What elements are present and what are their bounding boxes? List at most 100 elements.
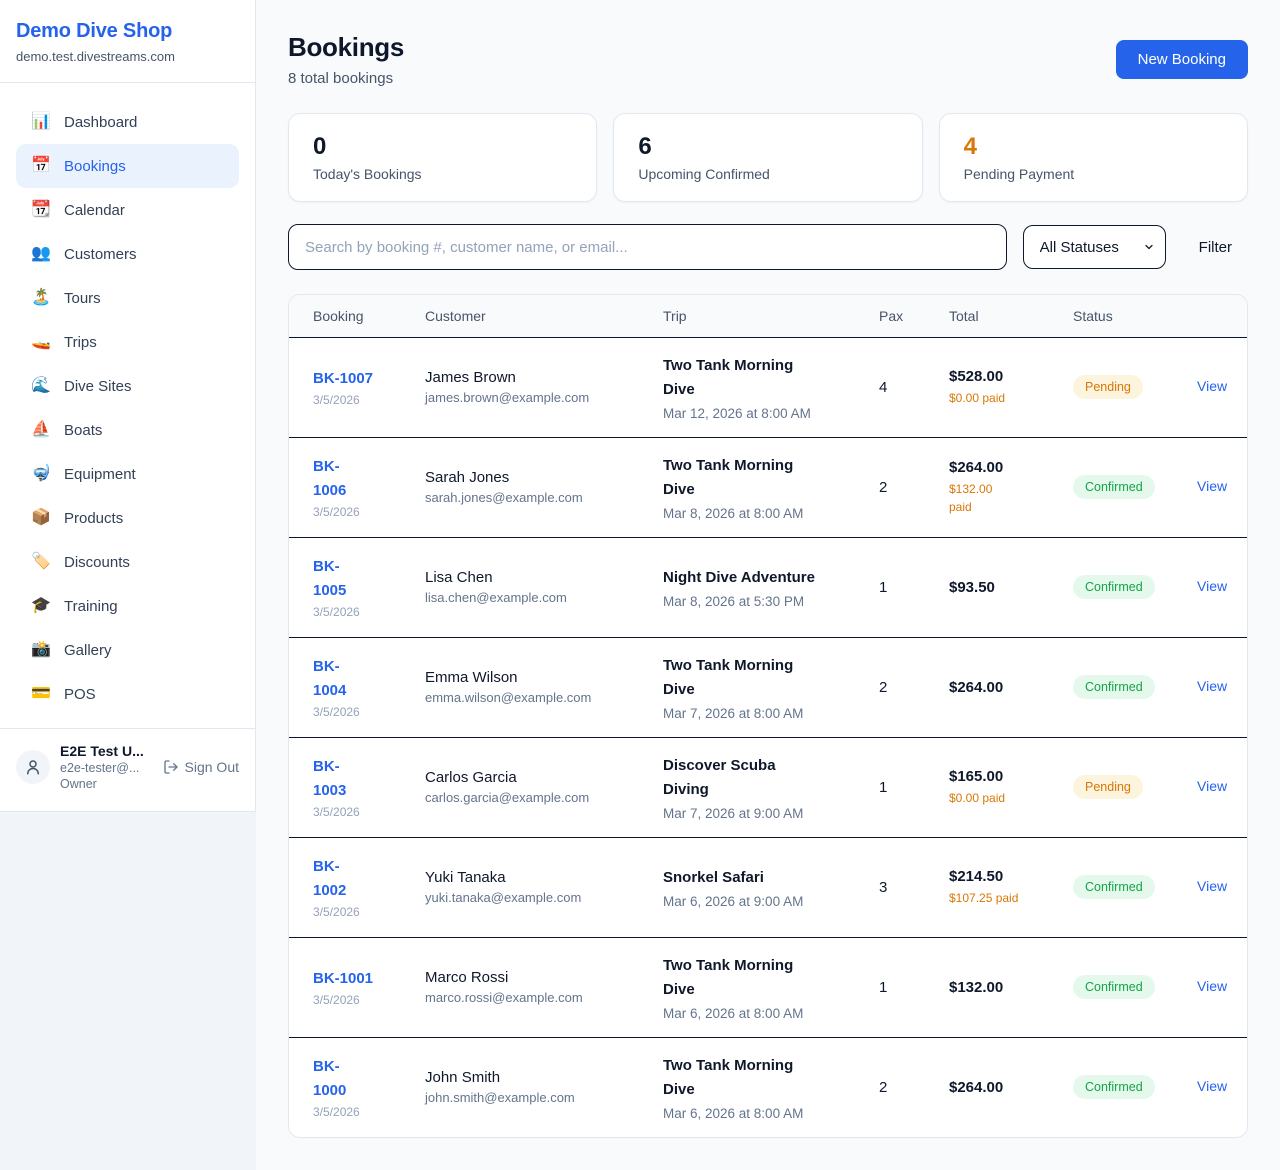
new-booking-button[interactable]: New Booking xyxy=(1115,40,1248,79)
view-link[interactable]: View xyxy=(1197,778,1228,794)
nav-icon: 📆 xyxy=(31,201,51,218)
search-input[interactable] xyxy=(288,224,1007,270)
sidebar-item-products[interactable]: 📦 Products xyxy=(16,496,239,540)
nav-icon: 🌊 xyxy=(31,377,51,394)
paid-amount: $0.00 paid xyxy=(949,390,1006,405)
sidebar-item-label: Boats xyxy=(64,421,103,439)
booking-number-link[interactable]: BK- 1000 xyxy=(313,1058,347,1100)
pax-count: 4 xyxy=(879,378,888,396)
page-title: Bookings xyxy=(288,32,405,62)
trip-name: Two Tank Morning Dive xyxy=(663,956,794,998)
table-row: BK- 1004 3/5/2026 Emma Wilson emma.wilso… xyxy=(289,637,1247,738)
view-link[interactable]: View xyxy=(1197,1078,1228,1095)
pax-count: 1 xyxy=(879,578,888,596)
sidebar-item-label: POS xyxy=(64,685,96,703)
booking-number-link[interactable]: BK- 1004 xyxy=(313,658,347,699)
sidebar-item-gallery[interactable]: 📸 Gallery xyxy=(16,628,239,672)
col-status: Status xyxy=(1073,295,1197,338)
trip-datetime: Mar 12, 2026 at 8:00 AM xyxy=(663,405,811,421)
col-booking: Booking xyxy=(289,295,425,338)
pax-count: 1 xyxy=(879,778,888,796)
view-link[interactable]: View xyxy=(1197,878,1228,894)
sidebar-item-label: Dashboard xyxy=(64,113,138,131)
trip-name: Two Tank Morning Dive xyxy=(663,356,794,398)
booking-number-link[interactable]: BK- 1003 xyxy=(313,758,347,799)
stat-card: 6 Upcoming Confirmed xyxy=(613,113,923,202)
status-badge: Confirmed xyxy=(1073,1075,1155,1100)
nav-icon: 📸 xyxy=(31,641,51,658)
customer-name: Emma Wilson xyxy=(425,669,518,686)
filter-button[interactable]: Filter xyxy=(1183,239,1248,256)
view-link[interactable]: View xyxy=(1197,678,1228,694)
sidebar-item-equipment[interactable]: 🤿 Equipment xyxy=(16,452,239,496)
sidebar-item-dashboard[interactable]: 📊 Dashboard xyxy=(16,100,239,144)
stat-value: 0 xyxy=(313,133,327,160)
sidebar-item-label: Calendar xyxy=(64,201,125,219)
sidebar-item-label: Gallery xyxy=(64,641,112,659)
sidebar-user-section: E2E Test U... e2e-tester@... Owner Sign … xyxy=(0,728,255,811)
booking-number-link[interactable]: BK- 1006 xyxy=(313,458,347,499)
view-link[interactable]: View xyxy=(1197,378,1228,394)
nav-icon: 📦 xyxy=(31,509,51,526)
user-role: Owner xyxy=(60,777,97,791)
status-badge: Pending xyxy=(1073,775,1143,799)
col-total: Total xyxy=(949,295,1073,338)
paid-amount: $0.00 paid xyxy=(949,790,1006,805)
booking-number-link[interactable]: BK-1001 xyxy=(313,970,374,987)
nav-icon: 👥 xyxy=(31,245,51,262)
booking-date: 3/5/2026 xyxy=(313,993,360,1007)
sidebar-item-dive-sites[interactable]: 🌊 Dive Sites xyxy=(16,364,239,408)
trip-name: Night Dive Adventure xyxy=(663,568,815,586)
sidebar-item-discounts[interactable]: 🏷️ Discounts xyxy=(16,540,239,584)
sidebar-item-trips[interactable]: 🚤 Trips xyxy=(16,320,239,364)
table-row: BK-1001 3/5/2026 Marco Rossi marco.rossi… xyxy=(289,937,1247,1038)
view-link[interactable]: View xyxy=(1197,578,1228,594)
col-trip: Trip xyxy=(663,295,879,338)
nav-icon: ⛵ xyxy=(31,421,51,438)
sign-out-button[interactable]: Sign Out xyxy=(163,759,239,775)
paid-amount: $132.00 paid xyxy=(949,481,993,514)
brand-title[interactable]: Demo Dive Shop xyxy=(16,20,173,42)
sidebar-item-calendar[interactable]: 📆 Calendar xyxy=(16,188,239,232)
sidebar-item-customers[interactable]: 👥 Customers xyxy=(16,232,239,276)
nav-icon: 🏝️ xyxy=(31,289,51,306)
trip-name: Discover Scuba Diving xyxy=(663,756,776,798)
avatar xyxy=(16,750,50,784)
customer-email: john.smith@example.com xyxy=(425,1090,575,1106)
user-name: E2E Test U... xyxy=(60,743,144,759)
booking-number-link[interactable]: BK- 1005 xyxy=(313,558,347,599)
sidebar-item-boats[interactable]: ⛵ Boats xyxy=(16,408,239,452)
sidebar-item-training[interactable]: 🎓 Training xyxy=(16,584,239,628)
table-row: BK- 1003 3/5/2026 Carlos Garcia carlos.g… xyxy=(289,737,1247,838)
stat-card: 0 Today's Bookings xyxy=(288,113,598,202)
sidebar-item-pos[interactable]: 💳 POS xyxy=(16,672,239,716)
view-link[interactable]: View xyxy=(1197,478,1228,494)
pax-count: 3 xyxy=(879,878,888,896)
table-header: Booking Customer Trip Pax Total Status xyxy=(289,295,1247,338)
person-icon xyxy=(27,760,39,775)
sidebar-item-tours[interactable]: 🏝️ Tours xyxy=(16,276,239,320)
status-filter-select[interactable]: All Statuses xyxy=(1022,225,1166,269)
table-row: BK- 1005 3/5/2026 Lisa Chen lisa.chen@ex… xyxy=(289,537,1247,638)
pax-count: 2 xyxy=(879,478,888,496)
col-actions xyxy=(1197,295,1247,338)
pax-count: 2 xyxy=(879,678,888,696)
nav-icon: 💳 xyxy=(31,685,51,702)
total-amount: $264.00 xyxy=(949,678,1004,696)
toolbar: All Statuses Filter xyxy=(288,224,1248,270)
nav-icon: 📊 xyxy=(31,113,51,130)
col-pax: Pax xyxy=(879,295,949,338)
sidebar-item-label: Equipment xyxy=(64,465,136,483)
trip-datetime: Mar 7, 2026 at 8:00 AM xyxy=(663,705,804,721)
status-badge: Confirmed xyxy=(1073,675,1155,699)
pax-count: 2 xyxy=(879,1078,888,1096)
sidebar-item-label: Products xyxy=(64,509,124,527)
sidebar-nav: 📊 Dashboard 📅 Bookings 📆 Calendar 👥 Cust… xyxy=(0,83,255,722)
sidebar-item-bookings[interactable]: 📅 Bookings xyxy=(16,144,239,188)
booking-number-link[interactable]: BK- 1002 xyxy=(313,858,347,899)
view-link[interactable]: View xyxy=(1197,978,1228,994)
booking-number-link[interactable]: BK-1007 xyxy=(313,370,374,387)
trip-datetime: Mar 6, 2026 at 8:00 AM xyxy=(663,1005,804,1021)
customer-email: sarah.jones@example.com xyxy=(425,490,583,505)
